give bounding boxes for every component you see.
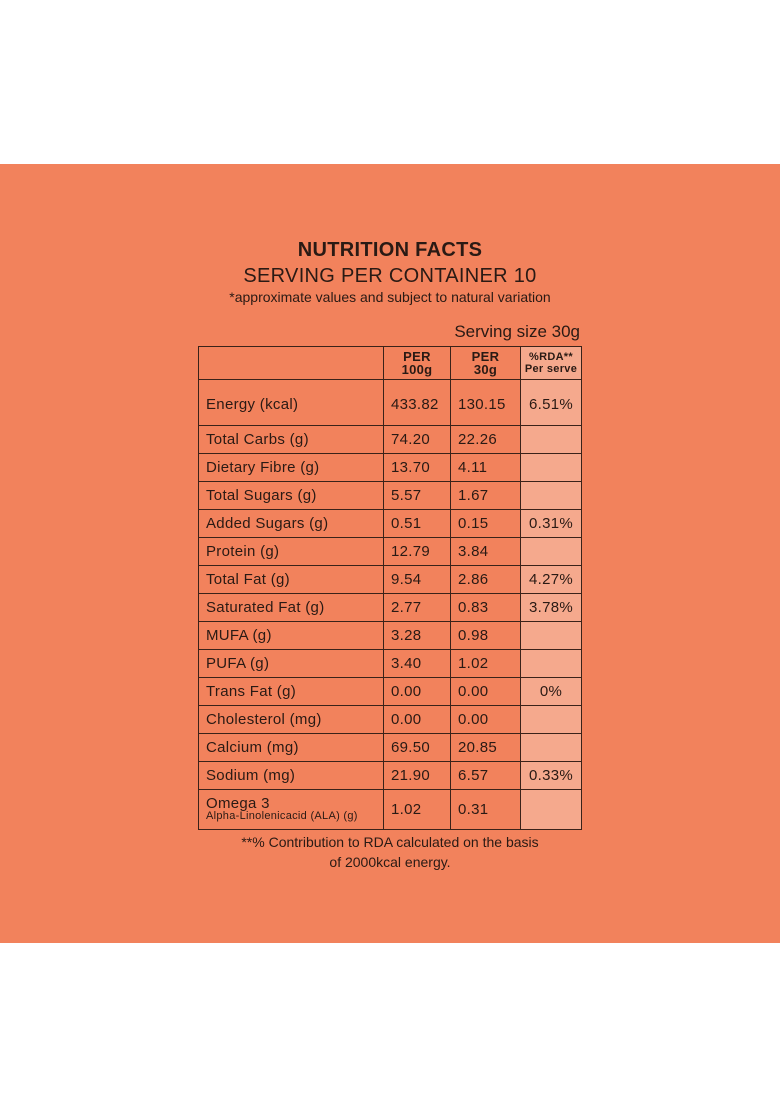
- value-per-100g: 3.28: [383, 621, 451, 650]
- header-per-100g-line1: PER: [403, 349, 431, 364]
- value-per-100g: 0.51: [383, 509, 451, 538]
- value-rda: [520, 733, 582, 762]
- value-per-100g: 69.50: [383, 733, 451, 762]
- value-per-100g: 74.20: [383, 425, 451, 454]
- nutrient-label: Total Fat (g): [198, 565, 384, 594]
- value-per-100g: 3.40: [383, 649, 451, 678]
- nutrient-label: Calcium (mg): [198, 733, 384, 762]
- value-rda: [520, 453, 582, 482]
- nutrient-label: Sodium (mg): [198, 761, 384, 790]
- header-per-100g-line2: 100g: [401, 362, 433, 377]
- table-row: Saturated Fat (g) 2.77 0.83 3.78%: [198, 593, 582, 622]
- value-per-30g: 0.15: [450, 509, 521, 538]
- nutrient-label: Energy (kcal): [198, 379, 384, 426]
- nutrient-label: Protein (g): [198, 537, 384, 566]
- value-rda: [520, 537, 582, 566]
- table-row: Total Carbs (g) 74.20 22.26: [198, 425, 582, 454]
- omega-label: Omega 3: [206, 794, 270, 812]
- value-per-30g: 3.84: [450, 537, 521, 566]
- value-rda: 0.31%: [520, 509, 582, 538]
- value-rda: [520, 705, 582, 734]
- table-row: MUFA (g) 3.28 0.98: [198, 621, 582, 650]
- value-rda: [520, 481, 582, 510]
- value-per-30g: 1.67: [450, 481, 521, 510]
- value-per-100g: 1.02: [383, 789, 451, 830]
- table-row: Total Sugars (g) 5.57 1.67: [198, 481, 582, 510]
- value-per-100g: 9.54: [383, 565, 451, 594]
- value-per-30g: 0.98: [450, 621, 521, 650]
- value-per-30g: 0.83: [450, 593, 521, 622]
- nutrient-label: Trans Fat (g): [198, 677, 384, 706]
- value-per-30g: 6.57: [450, 761, 521, 790]
- value-rda: [520, 425, 582, 454]
- value-per-100g: 12.79: [383, 537, 451, 566]
- rda-footnote-line2: of 2000kcal energy.: [329, 854, 451, 870]
- value-rda: 0%: [520, 677, 582, 706]
- nutrient-label: Dietary Fibre (g): [198, 453, 384, 482]
- table-row: Protein (g) 12.79 3.84: [198, 537, 582, 566]
- table-row-omega: Omega 3 Alpha-Linolenicacid (ALA) (g) 1.…: [198, 789, 582, 830]
- table-row: Added Sugars (g) 0.51 0.15 0.31%: [198, 509, 582, 538]
- nutrition-title: NUTRITION FACTS: [297, 239, 483, 261]
- value-per-100g: 5.57: [383, 481, 451, 510]
- nutrition-table: PER 100g PER 30g %RDA** Per serve Energy…: [198, 346, 582, 830]
- value-per-100g: 21.90: [383, 761, 451, 790]
- approximation-note: *approximate values and subject to natur…: [229, 289, 551, 305]
- table-header-row: PER 100g PER 30g %RDA** Per serve: [198, 346, 582, 380]
- value-rda: [520, 649, 582, 678]
- servings-per-container: SERVING PER CONTAINER 10: [243, 265, 537, 287]
- nutrient-label-omega: Omega 3 Alpha-Linolenicacid (ALA) (g): [198, 789, 384, 830]
- header-nutrient: [198, 346, 384, 380]
- value-rda: [520, 621, 582, 650]
- value-per-30g: 22.26: [450, 425, 521, 454]
- value-per-30g: 0.31: [450, 789, 521, 830]
- rda-footnote-line1: **% Contribution to RDA calculated on th…: [241, 834, 539, 850]
- value-per-30g: 1.02: [450, 649, 521, 678]
- table-row: Total Fat (g) 9.54 2.86 4.27%: [198, 565, 582, 594]
- value-rda: 4.27%: [520, 565, 582, 594]
- table-row: Dietary Fibre (g) 13.70 4.11: [198, 453, 582, 482]
- value-rda: 0.33%: [520, 761, 582, 790]
- value-per-30g: 2.86: [450, 565, 521, 594]
- nutrition-panel: NUTRITION FACTS SERVING PER CONTAINER 10…: [0, 164, 780, 943]
- value-rda: 6.51%: [520, 379, 582, 426]
- nutrient-label: Added Sugars (g): [198, 509, 384, 538]
- value-per-30g: 20.85: [450, 733, 521, 762]
- table-row: Sodium (mg) 21.90 6.57 0.33%: [198, 761, 582, 790]
- table-row: Energy (kcal) 433.82 130.15 6.51%: [198, 379, 582, 426]
- table-row: Cholesterol (mg) 0.00 0.00: [198, 705, 582, 734]
- header-per-30g-line2: 30g: [473, 362, 498, 377]
- header-rda: %RDA** Per serve: [520, 346, 582, 380]
- table-row: PUFA (g) 3.40 1.02: [198, 649, 582, 678]
- nutrient-label: Total Carbs (g): [198, 425, 384, 454]
- header-rda-line1: %RDA**: [529, 351, 573, 363]
- header-per-30g: PER 30g: [450, 346, 521, 380]
- header-rda-line2: Per serve: [524, 363, 578, 375]
- value-per-30g: 0.00: [450, 705, 521, 734]
- nutrient-label: Total Sugars (g): [198, 481, 384, 510]
- nutrient-label: Saturated Fat (g): [198, 593, 384, 622]
- table-row: Trans Fat (g) 0.00 0.00 0%: [198, 677, 582, 706]
- header-per-30g-line1: PER: [471, 349, 500, 364]
- value-per-100g: 2.77: [383, 593, 451, 622]
- nutrient-label: PUFA (g): [198, 649, 384, 678]
- header-per-100g: PER 100g: [383, 346, 451, 380]
- value-per-30g: 0.00: [450, 677, 521, 706]
- value-per-100g: 433.82: [383, 379, 451, 426]
- value-per-100g: 13.70: [383, 453, 451, 482]
- nutrient-label: Cholesterol (mg): [198, 705, 384, 734]
- rda-footnote: **% Contribution to RDA calculated on th…: [0, 832, 780, 872]
- serving-size: Serving size 30g: [454, 322, 580, 341]
- value-per-100g: 0.00: [383, 705, 451, 734]
- value-per-30g: 130.15: [450, 379, 521, 426]
- value-per-30g: 4.11: [450, 453, 521, 482]
- omega-sublabel: Alpha-Linolenicacid (ALA) (g): [206, 809, 358, 822]
- table-row: Calcium (mg) 69.50 20.85: [198, 733, 582, 762]
- value-per-100g: 0.00: [383, 677, 451, 706]
- value-rda: [520, 789, 582, 830]
- value-rda: 3.78%: [520, 593, 582, 622]
- nutrient-label: MUFA (g): [198, 621, 384, 650]
